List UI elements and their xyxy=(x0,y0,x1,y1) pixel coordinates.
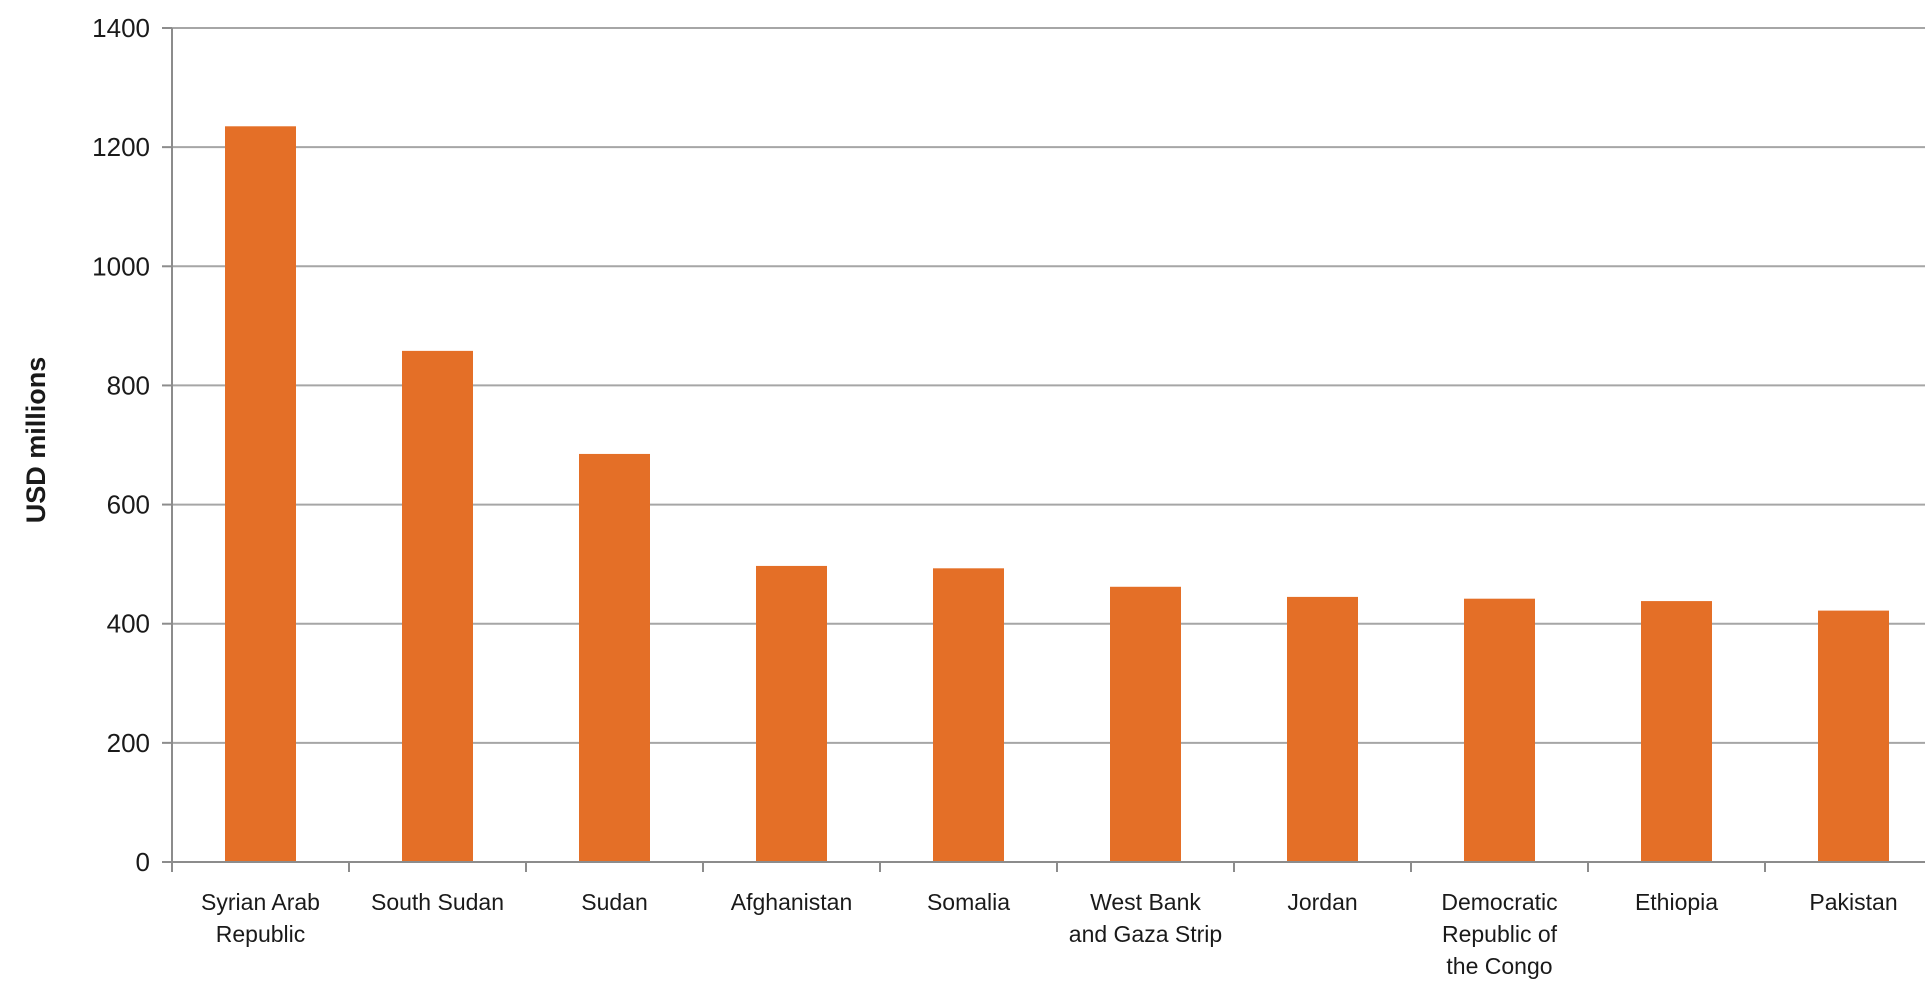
x-category-label: Pakistan xyxy=(1809,889,1897,915)
x-category-label: West Bank and Gaza Strip xyxy=(1069,889,1222,947)
x-category-label-line: and Gaza Strip xyxy=(1069,921,1222,947)
y-tick-label: 0 xyxy=(136,847,150,877)
bar xyxy=(579,453,650,862)
x-category-label-line: West Bank xyxy=(1090,889,1201,915)
x-category-label: Sudan xyxy=(581,889,648,915)
y-tick-label: 400 xyxy=(107,609,150,639)
x-category-label-line: Jordan xyxy=(1287,889,1357,915)
bar xyxy=(756,565,827,862)
x-category-label: Syrian Arab Republic xyxy=(201,889,320,947)
y-axis-title: USD millions xyxy=(21,357,51,524)
x-category-label-line: South Sudan xyxy=(371,889,504,915)
x-category-label-line: Afghanistan xyxy=(731,889,852,915)
x-category-label-line: Syrian Arab xyxy=(201,889,320,915)
x-category-labels: Syrian Arab Republic South Sudan Sudan Afgha… xyxy=(201,889,1898,979)
x-category-label-line: Republic of xyxy=(1442,921,1558,947)
bar xyxy=(1818,610,1889,862)
y-tick-label: 1200 xyxy=(92,132,150,162)
bar xyxy=(1641,601,1712,862)
x-category-label: Afghanistan xyxy=(731,889,852,915)
x-category-label-line: Democratic xyxy=(1441,889,1557,915)
x-category-label: Somalia xyxy=(927,889,1010,915)
bar xyxy=(1110,586,1181,862)
x-category-label-line: Ethiopia xyxy=(1635,889,1718,915)
axes xyxy=(162,27,1925,872)
y-tick-label: 1400 xyxy=(92,13,150,43)
x-category-label-line: Pakistan xyxy=(1809,889,1897,915)
x-category-label: South Sudan xyxy=(371,889,504,915)
y-tick-label: 200 xyxy=(107,728,150,758)
x-category-label: Jordan xyxy=(1287,889,1357,915)
y-tick-labels: 0 200 400 600 800 1000 1200 1400 xyxy=(92,13,150,877)
x-category-label-line: Sudan xyxy=(581,889,648,915)
x-category-label-line: the Congo xyxy=(1446,953,1552,979)
bars xyxy=(225,126,1889,863)
y-tick-label: 1000 xyxy=(92,251,150,281)
x-category-label-line: Somalia xyxy=(927,889,1010,915)
y-tick-label: 800 xyxy=(107,370,150,400)
bar xyxy=(225,126,296,863)
bar xyxy=(1287,596,1358,862)
bar xyxy=(933,568,1004,862)
y-tick-label: 600 xyxy=(107,490,150,520)
x-category-label-line: Republic xyxy=(216,921,306,947)
x-category-label: Democratic Republic of the Congo xyxy=(1441,889,1557,979)
bar xyxy=(402,350,473,862)
x-category-label: Ethiopia xyxy=(1635,889,1718,915)
bar xyxy=(1464,598,1535,862)
